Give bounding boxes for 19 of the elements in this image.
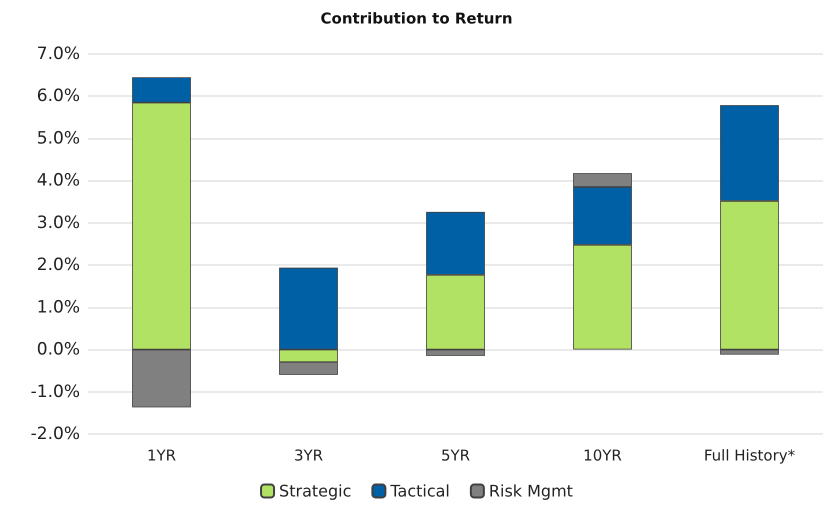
x-tick-label: 1YR bbox=[146, 446, 176, 464]
x-tick-label: 10YR bbox=[583, 446, 622, 464]
chart-title: Contribution to Return bbox=[320, 10, 512, 28]
y-tick-label: 7.0% bbox=[36, 44, 80, 64]
legend-label: Risk Mgmt bbox=[488, 482, 573, 500]
y-tick-label: 6.0% bbox=[36, 86, 80, 106]
y-tick-label: 3.0% bbox=[36, 212, 80, 233]
y-tick-label: -1.0% bbox=[30, 382, 80, 402]
y-tick-label: 5.0% bbox=[36, 128, 80, 148]
y-tick-label: 2.0% bbox=[36, 255, 80, 276]
legend-label: Tactical bbox=[389, 482, 450, 500]
y-tick-label: 1.0% bbox=[36, 297, 80, 318]
legend-label: Strategic bbox=[279, 482, 352, 500]
y-tick-label: 4.0% bbox=[36, 170, 80, 191]
y-tick-label: 0.0% bbox=[36, 340, 80, 360]
y-tick-label: -2.0% bbox=[30, 424, 80, 444]
x-tick-label: 5YR bbox=[440, 446, 470, 464]
x-tick-label: 3YR bbox=[294, 446, 324, 464]
x-tick-label: Full History* bbox=[704, 446, 796, 464]
